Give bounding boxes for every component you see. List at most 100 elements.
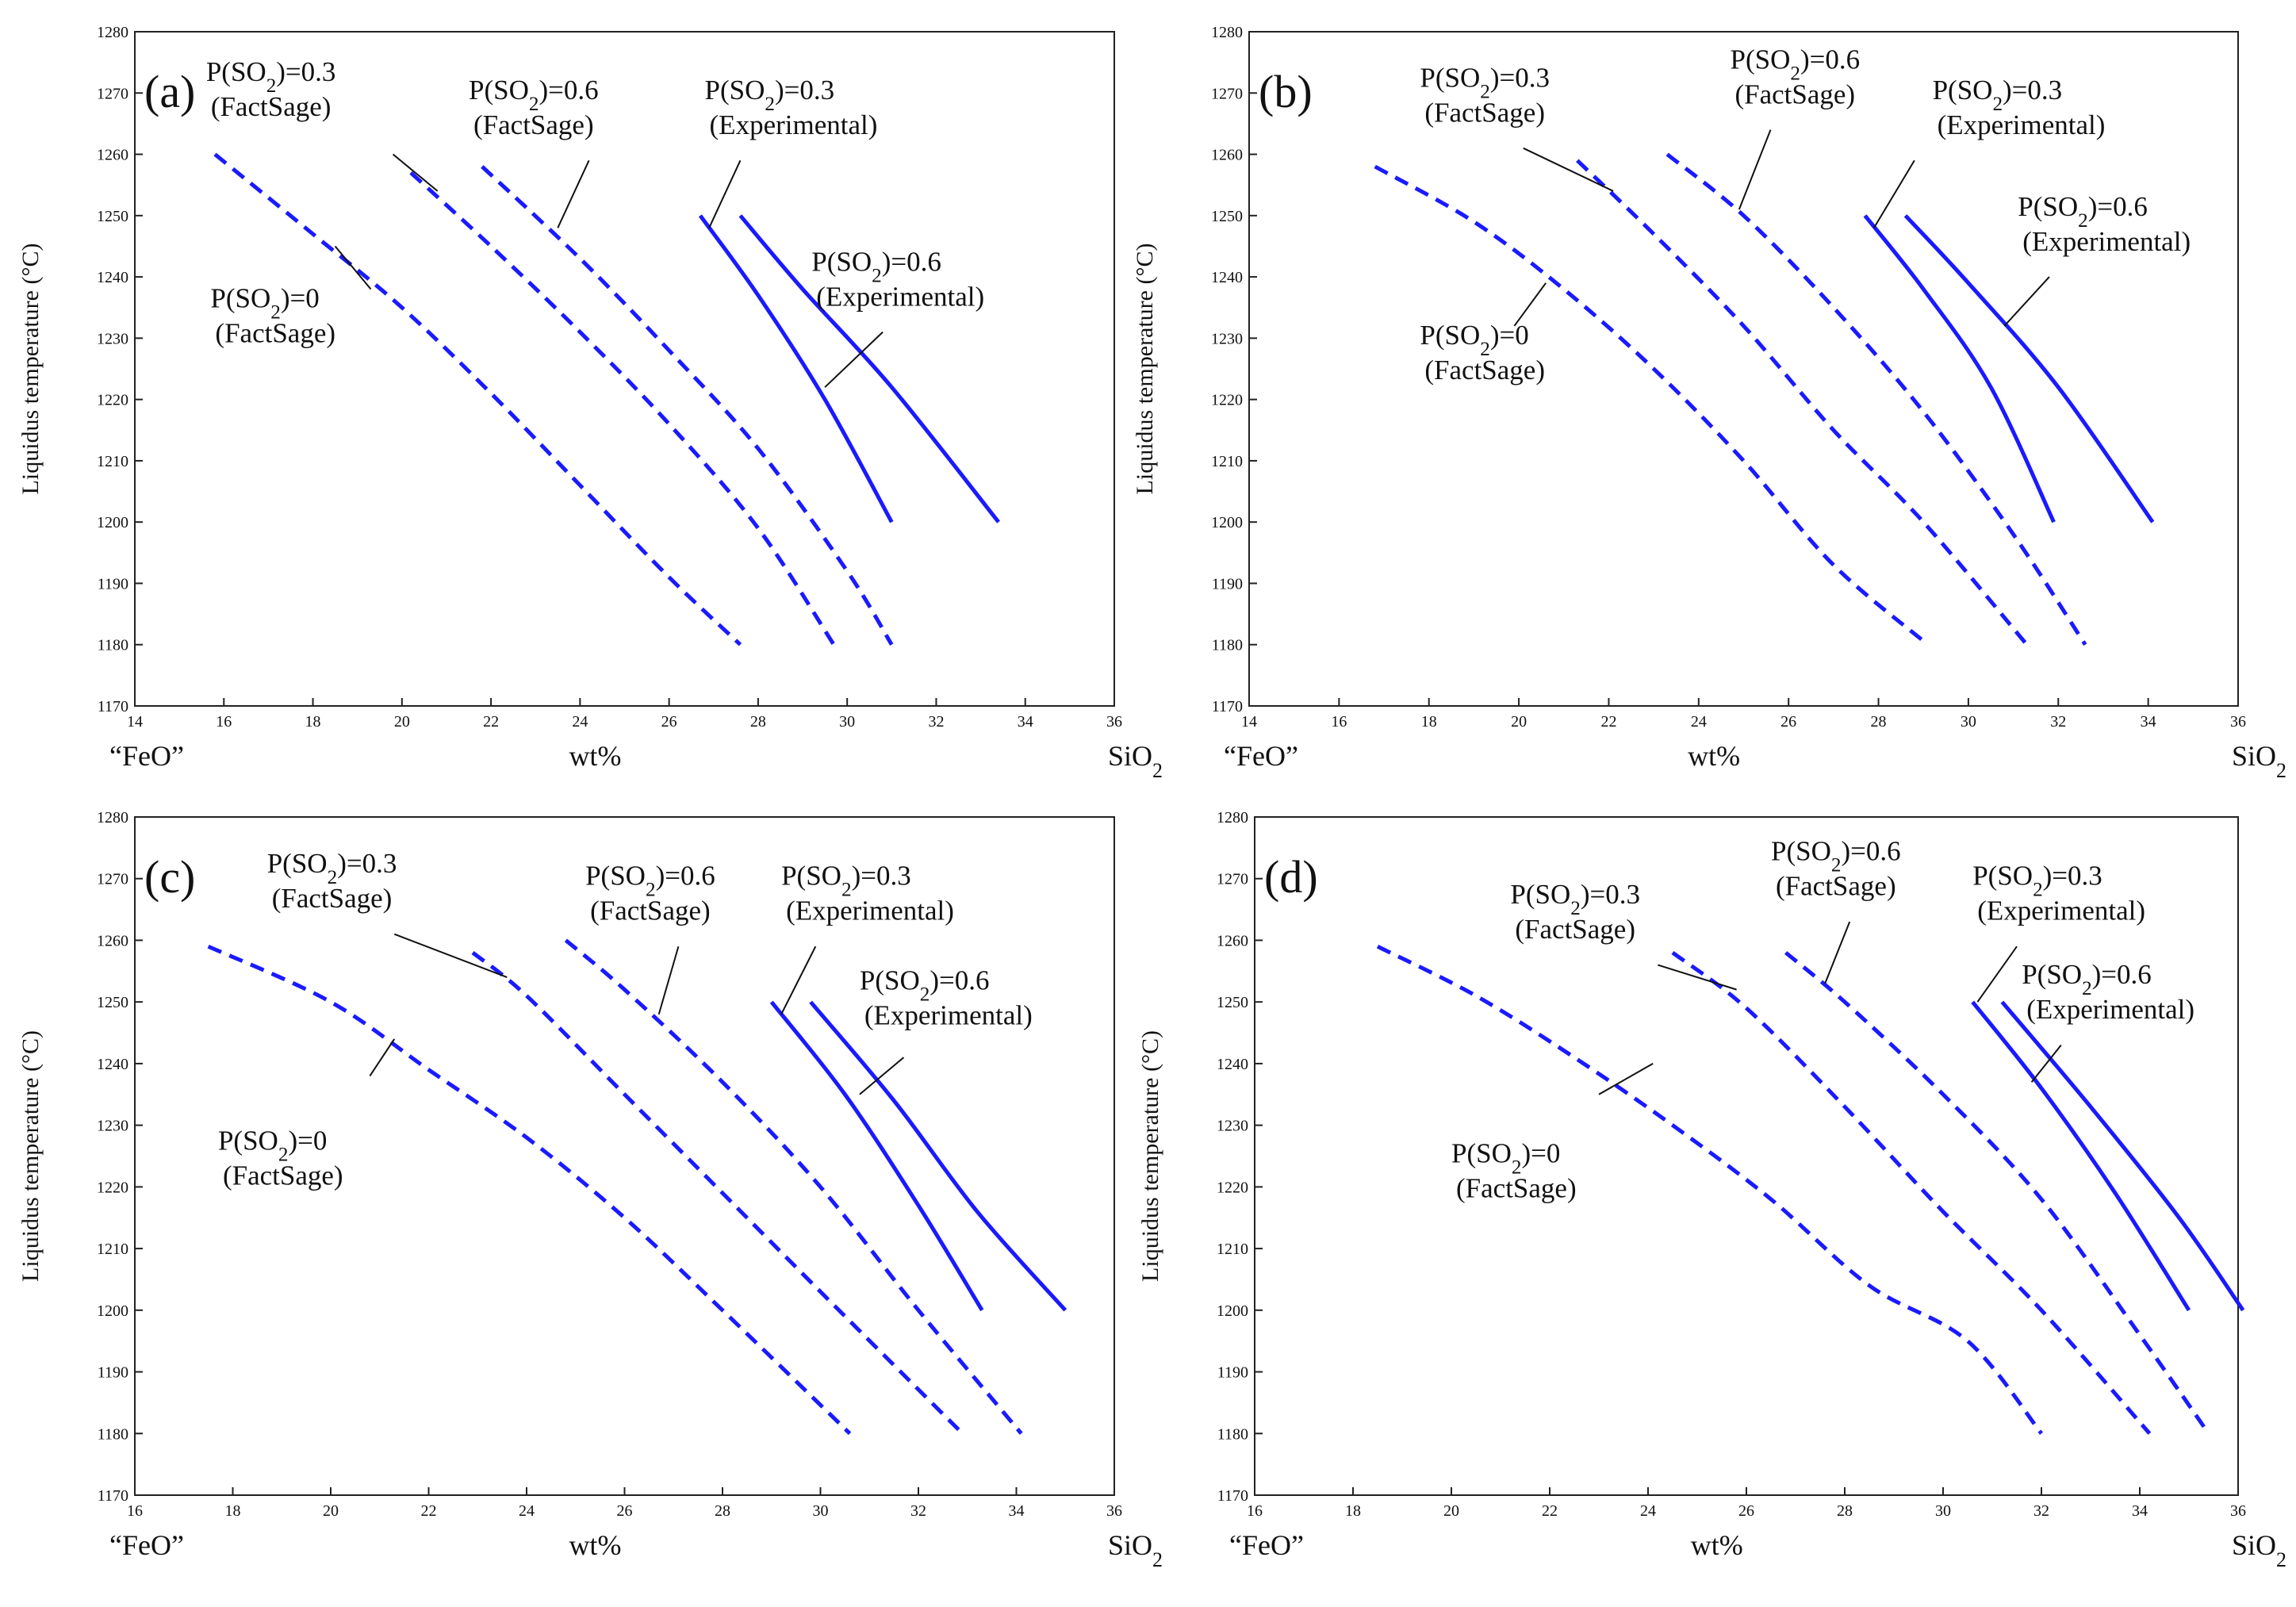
annotation-leader [1873, 159, 1915, 228]
annotation-line2: (Experimental) [2026, 994, 2194, 1025]
annotation-leader [708, 159, 742, 228]
y-tick-label: 1250 [97, 208, 128, 225]
annotation-line2: (Experimental) [1938, 109, 2106, 140]
panel-d: 16 18 20 22 24 26 28 30 32 34 36 1170 1180 1190 1200 12… [1137, 809, 2286, 1571]
x-tick-label: 16 [127, 1502, 143, 1520]
panel-a: 14 16 18 20 22 24 26 28 30 32 34 36 1170 1180 1190 1200… [17, 24, 1163, 782]
annotation-line1: P(SO2​)=0.6 [1771, 835, 1901, 876]
annotation-line1: P(SO2​)=0.3 [206, 56, 336, 97]
series-line [471, 951, 964, 1436]
y-axis-title: Liquidus temperature (°C) [1132, 244, 1158, 495]
x-tick-label: 26 [1738, 1502, 1754, 1520]
plot-frame [1248, 31, 2239, 707]
series-line [1903, 214, 2155, 524]
y-tick-label: 1220 [1211, 392, 1243, 409]
annotation-line2: (Experimental) [816, 281, 984, 312]
annotation-line1: P(SO2​)=0.6 [2018, 191, 2148, 232]
x-tick-label: 34 [1009, 1502, 1025, 1520]
series-line [213, 152, 742, 646]
y-tick-label: 1180 [98, 1425, 128, 1443]
x-tick-label: 32 [910, 1502, 926, 1520]
y-tick-label: 1230 [1211, 330, 1243, 347]
annotation-leader [1523, 147, 1614, 192]
y-tick-label: 1210 [97, 453, 128, 470]
x-tick-label: 30 [1961, 713, 1976, 731]
annotation-leader [780, 945, 817, 1015]
annotation-line1: P(SO2​)=0.6 [811, 246, 941, 286]
y-tick-label: 1220 [97, 392, 128, 409]
series-line [1665, 152, 2087, 646]
x-tick-label: 24 [519, 1502, 535, 1520]
annotation-leader [557, 159, 590, 228]
annotation-line1: P(SO2​)=0.6 [2022, 959, 2152, 999]
annotation-leader [1513, 282, 1547, 327]
y-tick-label: 1250 [1211, 208, 1243, 225]
x-tick-label: 20 [1511, 713, 1527, 731]
x-tick-label: 26 [661, 713, 677, 731]
x-tick-label: 30 [839, 713, 855, 731]
annotation-line2: (FactSage) [223, 1160, 343, 1191]
x-tick-label: 34 [2132, 1502, 2148, 1520]
y-tick-label: 1200 [1217, 1302, 1248, 1320]
x-tick-label: 16 [1331, 713, 1347, 731]
y-tick-label: 1270 [1211, 85, 1243, 102]
x-axis-title: wt% [569, 1529, 621, 1561]
y-tick-label: 1240 [1211, 269, 1243, 286]
x-tick-label: 16 [216, 713, 232, 731]
panel-tag: (b) [1259, 66, 1313, 117]
x-tick-label: 36 [2230, 713, 2246, 731]
series-line [698, 214, 894, 524]
x-axis-title: wt% [569, 740, 621, 772]
series-line [564, 938, 1023, 1435]
x-axis-title: wt% [1688, 740, 1740, 772]
annotation-leader [859, 1057, 905, 1095]
x-tick-label: 26 [1780, 713, 1796, 731]
x-tick-label: 36 [1106, 1502, 1122, 1520]
annotation-line1: P(SO2​)=0.3 [1972, 861, 2102, 901]
annotation-leader [1976, 945, 2018, 1003]
y-tick-label: 1270 [1217, 871, 1248, 888]
x-tick-label: 22 [483, 713, 499, 731]
y-tick-label: 1200 [97, 1302, 128, 1320]
y-axis-title: Liquidus temperature (°C) [17, 1030, 44, 1282]
annotation-line2: (FactSage) [272, 883, 393, 914]
y-tick-label: 1270 [97, 871, 128, 888]
series-line [2000, 1000, 2245, 1312]
x-tick-label: 32 [2050, 713, 2066, 731]
y-tick-label: 1170 [98, 698, 128, 715]
x-tick-label: 30 [1935, 1502, 1951, 1520]
y-tick-label: 1280 [97, 809, 128, 827]
annotation-line1: P(SO2​)=0 [218, 1126, 327, 1166]
y-tick-label: 1190 [1217, 1364, 1248, 1382]
y-tick-label: 1230 [1217, 1118, 1248, 1135]
x-tick-label: 18 [1345, 1502, 1361, 1520]
y-tick-label: 1280 [1211, 24, 1243, 41]
y-tick-label: 1180 [1212, 637, 1243, 654]
x-tick-label: 30 [813, 1502, 829, 1520]
annotation-leader [1598, 1063, 1654, 1095]
y-tick-label: 1200 [1211, 514, 1243, 531]
annotation-line1: P(SO2​)=0.3 [1933, 75, 2063, 115]
x-tick-label: 28 [715, 1502, 730, 1520]
y-tick-label: 1200 [97, 514, 128, 531]
x-left-component-label: “FeO” [109, 740, 184, 772]
x-tick-label: 32 [2033, 1502, 2049, 1520]
x-right-component-label: SiO2​ [1108, 1529, 1163, 1571]
annotation-line2: (FactSage) [215, 318, 335, 349]
y-tick-label: 1260 [1217, 932, 1248, 949]
series-line [1576, 159, 2029, 646]
annotation-line2: (FactSage) [211, 91, 332, 122]
annotation-line1: P(SO2​)=0.3 [781, 861, 911, 901]
series-line [809, 1000, 1068, 1312]
x-tick-label: 14 [127, 713, 143, 731]
y-tick-label: 1250 [97, 994, 128, 1011]
panel-c: 16 18 20 22 24 26 28 30 32 34 36 1170 1180 1190 1200 12… [17, 809, 1163, 1571]
x-tick-label: 36 [2230, 1502, 2246, 1520]
panel-tag: (a) [144, 66, 195, 117]
x-tick-label: 36 [1106, 713, 1122, 731]
x-tick-label: 22 [1600, 713, 1616, 731]
annotation-line2: (Experimental) [864, 1000, 1033, 1031]
annotation-line2: (FactSage) [473, 109, 594, 140]
annotation-line2: (Experimental) [2022, 226, 2191, 257]
y-tick-label: 1230 [97, 330, 128, 347]
